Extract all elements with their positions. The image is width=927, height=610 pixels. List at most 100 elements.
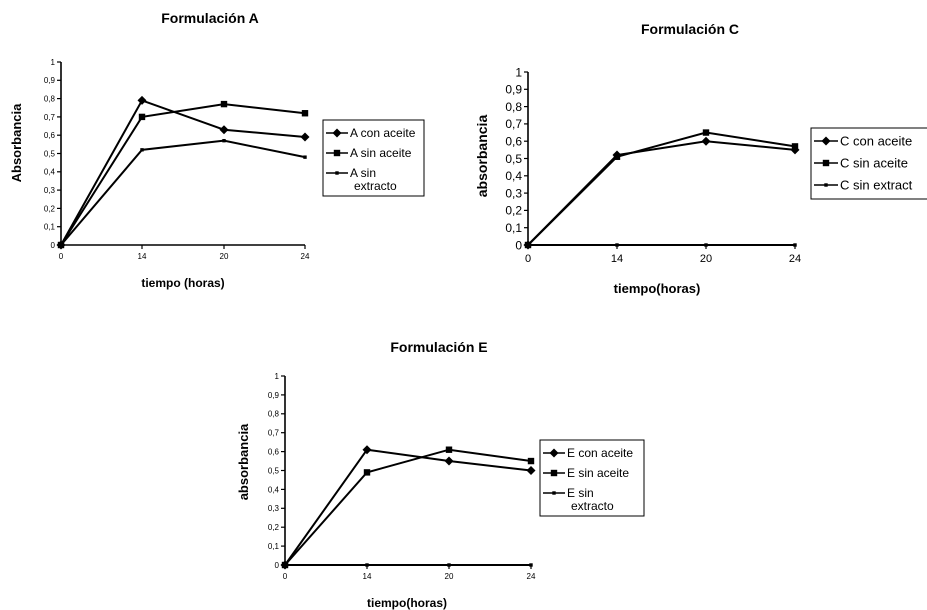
data-point <box>526 243 530 247</box>
legend-label: extracto <box>354 179 397 193</box>
legend-label: E con aceite <box>567 446 633 460</box>
data-point <box>793 243 797 247</box>
data-point <box>283 563 287 567</box>
data-point <box>219 125 229 135</box>
x-tick-label: 24 <box>789 253 801 265</box>
data-point <box>791 143 799 150</box>
legend-label: E sin aceite <box>567 466 629 480</box>
y-tick-label: 0,7 <box>268 429 280 438</box>
x-axis-title: tiempo(horas) <box>367 596 447 610</box>
x-tick-label: 0 <box>59 252 64 261</box>
data-point <box>140 148 144 152</box>
legend-label: A con aceite <box>350 126 416 140</box>
y-tick-label: 0 <box>275 561 280 570</box>
y-tick-label: 0,6 <box>505 135 522 149</box>
legend-label: C con aceite <box>840 134 912 149</box>
x-tick-label: 20 <box>700 253 712 265</box>
series-line <box>527 140 796 246</box>
x-tick-label: 20 <box>220 252 229 261</box>
data-point <box>702 129 710 136</box>
data-point <box>701 136 711 146</box>
data-point <box>444 456 454 466</box>
legend-label: extracto <box>571 499 614 513</box>
legend-marker <box>332 128 342 138</box>
y-tick-label: 0,9 <box>44 76 56 85</box>
y-tick-label: 1 <box>51 58 56 67</box>
x-tick-label: 24 <box>301 252 310 261</box>
series-1 <box>523 136 800 250</box>
legend-marker <box>822 159 830 167</box>
data-point <box>220 100 228 108</box>
data-point <box>447 563 451 567</box>
legend-label: A sin aceite <box>350 146 412 160</box>
data-point <box>615 243 619 247</box>
y-tick-label: 0,3 <box>505 186 522 200</box>
data-point <box>613 153 621 160</box>
x-tick-label: 0 <box>283 572 288 581</box>
y-tick-label: 0,8 <box>505 100 522 114</box>
series-2 <box>57 100 309 249</box>
series-line <box>60 99 306 246</box>
y-tick-label: 0,6 <box>44 131 56 140</box>
legend-marker <box>549 448 559 458</box>
series-line <box>527 131 796 246</box>
y-tick-label: 0,3 <box>268 504 280 513</box>
x-tick-label: 14 <box>138 252 147 261</box>
y-tick-label: 0,1 <box>268 542 280 551</box>
legend-marker <box>824 183 828 187</box>
y-tick-label: 0,9 <box>268 391 280 400</box>
series-1 <box>280 445 536 570</box>
x-axis-title: tiempo (horas) <box>141 276 224 290</box>
legend-marker <box>821 136 831 146</box>
y-tick-label: 0,8 <box>44 94 56 103</box>
y-tick-label: 0,1 <box>505 221 522 235</box>
y-tick-label: 0,6 <box>268 447 280 456</box>
legend-marker <box>335 171 339 175</box>
x-tick-label: 14 <box>611 253 623 265</box>
series-2 <box>281 446 535 569</box>
data-point <box>59 243 63 247</box>
data-point <box>362 445 372 455</box>
series-line <box>284 448 532 566</box>
legend-label: C sin aceite <box>840 156 908 171</box>
y-tick-label: 0 <box>515 238 522 252</box>
data-point <box>529 563 533 567</box>
y-tick-label: 0,5 <box>44 149 56 158</box>
data-point <box>222 138 226 143</box>
data-point <box>445 446 453 453</box>
series-3 <box>526 243 797 247</box>
data-point <box>527 457 535 465</box>
y-tick-label: 1 <box>515 65 522 79</box>
data-point <box>704 243 708 247</box>
series-3 <box>59 138 307 247</box>
y-tick-label: 0,4 <box>268 485 280 494</box>
legend-box <box>322 119 425 197</box>
series-line <box>284 448 532 566</box>
y-tick-label: 0,5 <box>268 466 280 475</box>
y-tick-label: 0,2 <box>268 523 280 532</box>
data-point <box>137 95 147 105</box>
y-tick-label: 0,7 <box>44 113 56 122</box>
x-tick-label: 14 <box>363 572 372 581</box>
y-axis-title: absorbancia <box>236 423 251 500</box>
legend-label: A sin <box>350 166 376 180</box>
x-tick-label: 20 <box>445 572 454 581</box>
legend-label: E sin <box>567 486 594 500</box>
y-tick-label: 0,3 <box>44 186 56 195</box>
series-line <box>60 139 306 246</box>
y-tick-label: 0,1 <box>44 223 56 232</box>
legend-label: C sin extract <box>840 178 913 193</box>
chart-title: Formulación C <box>641 21 739 37</box>
data-point <box>301 110 309 117</box>
legend: C con aceite C sin aceite C sin extract <box>810 127 927 200</box>
x-axis-title: tiempo(horas) <box>614 281 701 296</box>
data-point <box>138 113 146 121</box>
y-tick-label: 0,2 <box>505 204 522 218</box>
y-tick-label: 0,7 <box>505 117 522 131</box>
legend-marker <box>550 469 558 477</box>
legend-marker <box>333 149 341 157</box>
y-tick-label: 0,2 <box>44 204 56 213</box>
